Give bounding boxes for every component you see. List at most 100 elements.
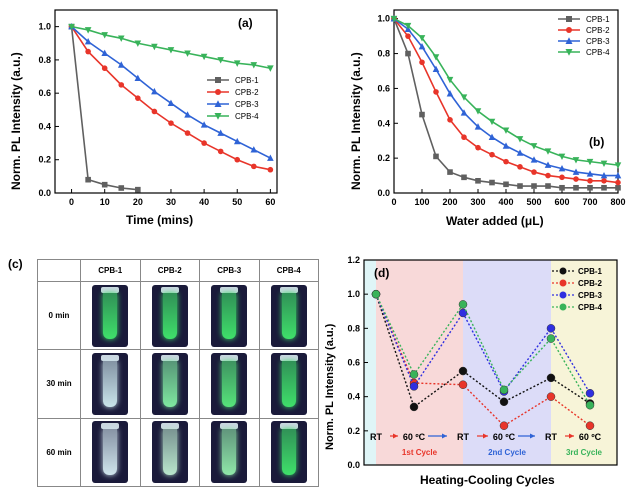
vial-photo-cell — [258, 280, 319, 351]
panel-d: 1st Cycle 2nd Cycle 3rd Cycle (d) Norm. PL… — [324, 255, 618, 487]
x-tick-label: 700 — [582, 197, 597, 207]
data-point-cpb-4 — [409, 370, 419, 379]
vial-photo-cell — [199, 280, 260, 351]
data-point-cpb-2 — [615, 179, 621, 186]
data-point-cpb-2 — [531, 169, 537, 175]
data-point-cpb-1 — [587, 184, 593, 191]
data-point-cpb-1 — [405, 50, 411, 57]
vial-cap — [279, 423, 298, 430]
data-point-cpb-3 — [572, 168, 580, 175]
data-point-cpb-4 — [558, 153, 566, 160]
y-tick-label: 0.2 — [347, 426, 360, 436]
legend-marker — [565, 37, 573, 44]
data-point-cpb-2 — [573, 176, 579, 182]
data-point-cpb-2 — [101, 65, 108, 72]
data-point-cpb-2 — [458, 380, 468, 389]
data-point-cpb-2 — [135, 95, 141, 101]
data-point-cpb-3 — [585, 389, 595, 398]
vial-photo — [92, 421, 129, 484]
y-tick-label: 0.4 — [347, 392, 360, 402]
data-point-cpb-3 — [184, 111, 191, 118]
cycle-region-label: 2nd Cycle — [488, 448, 526, 457]
cycle-region-label: 1st Cycle — [402, 448, 438, 457]
data-point-cpb-2 — [517, 164, 523, 170]
vial-photo — [151, 421, 188, 484]
legend-label: CPB-2 — [586, 26, 610, 35]
x-category-label: 60 ºC — [579, 432, 602, 442]
panel-a-series — [68, 23, 274, 193]
grid-row-label: 30 min — [37, 349, 81, 419]
data-point-cpb-3 — [101, 49, 109, 57]
data-point-cpb-4 — [614, 162, 622, 169]
vial-tube — [103, 360, 118, 407]
data-point-cpb-1 — [503, 181, 509, 188]
data-point-cpb-3 — [418, 43, 426, 50]
x-tick-label: 50 — [232, 197, 242, 207]
legend-marker — [215, 89, 221, 95]
grid-row-label: 60 min — [37, 417, 81, 488]
cycle-region-label: 3rd Cycle — [566, 448, 603, 457]
panel-a-ticks: 0 10 20 30 40 50 60 0.0 0.2 0.4 0.6 0.8 1.0 — [38, 22, 275, 207]
legend-label: CPB-2 — [578, 279, 603, 288]
vial-photo — [151, 352, 188, 415]
data-point-cpb-4 — [117, 35, 125, 42]
x-category-label: RT — [370, 432, 382, 442]
panel-a-xlabel: Time (mins) — [126, 213, 193, 227]
legend-label: CPB-4 — [578, 303, 603, 312]
y-tick-label: 1.2 — [347, 255, 360, 265]
data-point-cpb-4 — [530, 143, 538, 150]
vial-photo-cell — [199, 349, 260, 419]
panel-a-frame — [54, 9, 278, 194]
cycle-arrowhead — [393, 433, 398, 439]
data-point-cpb-3 — [530, 156, 538, 163]
data-point-cpb-4 — [217, 57, 224, 64]
legend-marker — [559, 267, 567, 275]
data-point-cpb-4 — [502, 127, 510, 134]
data-point-cpb-4 — [167, 47, 175, 54]
x-category-label: 60 ºC — [493, 432, 516, 442]
data-point-cpb-1 — [135, 186, 141, 193]
y-tick-label: 0.6 — [38, 88, 51, 98]
legend-label: CPB-4 — [586, 48, 610, 57]
data-point-cpb-4 — [390, 15, 398, 23]
cycle-region — [376, 260, 463, 465]
x-tick-label: 300 — [470, 197, 485, 207]
data-point-cpb-4 — [516, 136, 524, 143]
vial-photo — [270, 421, 307, 484]
data-point-cpb-4 — [151, 43, 158, 51]
legend-marker — [566, 27, 572, 33]
data-point-cpb-3 — [516, 149, 524, 156]
data-point-cpb-2 — [234, 156, 241, 163]
data-point-cpb-2 — [601, 178, 607, 184]
legend-label: CPB-2 — [235, 88, 259, 97]
data-point-cpb-3 — [488, 133, 496, 141]
vial-photo-cell — [258, 417, 319, 488]
data-point-cpb-2 — [585, 421, 595, 430]
data-point-cpb-4 — [418, 35, 426, 42]
data-point-cpb-1 — [615, 184, 621, 191]
data-point-cpb-3 — [409, 382, 419, 391]
legend-label: CPB-3 — [235, 100, 259, 109]
x-tick-label: 600 — [554, 197, 569, 207]
data-point-cpb-4 — [68, 23, 75, 31]
vial-tube — [103, 292, 118, 339]
legend-label: CPB-1 — [578, 267, 603, 276]
panel-c-label: (c) — [8, 257, 23, 271]
vial-photo — [211, 352, 248, 415]
series-line-cpb-3 — [393, 18, 618, 177]
panel-b: (b) Norm. PL Intensity (a.u.) Water adde… — [349, 9, 626, 228]
vial-photo — [211, 284, 248, 347]
panel-d-regions: 1st Cycle 2nd Cycle 3rd Cycle — [364, 260, 617, 465]
data-point-cpb-3 — [233, 137, 241, 145]
data-point-cpb-4 — [233, 60, 241, 67]
y-tick-label: 0.6 — [347, 358, 360, 368]
x-tick-label: 60 — [265, 197, 275, 207]
data-point-cpb-2 — [251, 163, 257, 170]
y-tick-label: 1.0 — [377, 14, 390, 24]
data-point-cpb-2 — [217, 148, 224, 155]
data-point-cpb-1 — [573, 184, 579, 191]
x-tick-label: 400 — [498, 197, 513, 207]
vial-tube — [281, 292, 296, 339]
cycle-arrowhead — [530, 433, 535, 439]
